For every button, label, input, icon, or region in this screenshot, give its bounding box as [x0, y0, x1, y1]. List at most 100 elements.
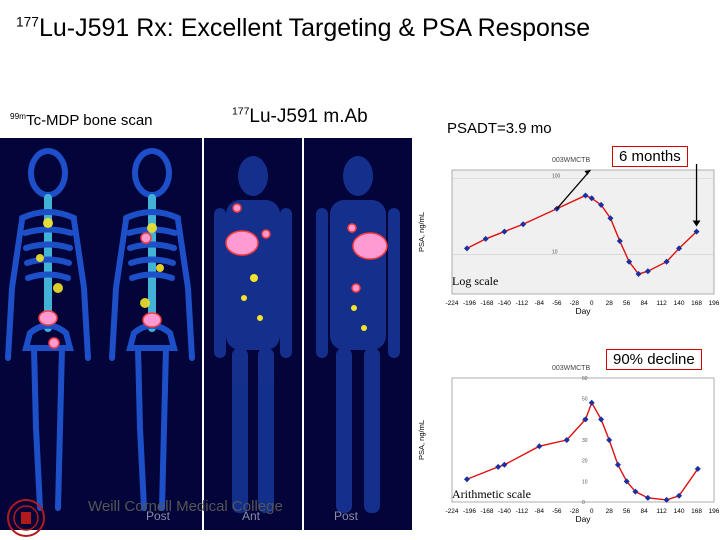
x-tick-label: 112 — [656, 300, 667, 307]
x-tick-label: -140 — [498, 300, 511, 307]
y-tick-label: 0 — [582, 500, 585, 506]
x-tick-label: -196 — [463, 300, 476, 307]
x-tick-label: 140 — [674, 508, 685, 515]
x-tick-label: -84 — [535, 300, 545, 307]
data-point — [463, 476, 470, 483]
x-tick-label: -224 — [445, 508, 458, 515]
x-axis-label: Day — [575, 514, 591, 524]
psa-log-chart-svg: 003WMCTB -224 -196 -168 -140 -112 -84 -56 -28 0 28… — [417, 157, 720, 316]
log-scale-note: Log scale — [452, 274, 499, 288]
trend-arrow — [556, 169, 591, 210]
institution-name: Weill Cornell Medical College — [88, 498, 283, 515]
six-months-arrowhead — [692, 220, 701, 227]
series-line — [466, 401, 699, 501]
data-point — [598, 201, 605, 208]
data-point — [635, 271, 642, 278]
bone-scan-label: Tc-MDP bone scan — [26, 112, 153, 129]
x-tick-label: 84 — [641, 508, 649, 515]
x-tick-label: 28 — [606, 300, 614, 307]
y-tick-label: 60 — [582, 376, 588, 382]
x-tick-label: 84 — [641, 300, 649, 307]
data-point — [482, 235, 489, 242]
x-tick-label: 140 — [674, 300, 685, 307]
chart-plot-area — [451, 169, 715, 295]
data-point — [495, 463, 502, 470]
data-point — [676, 245, 683, 252]
data-point — [616, 238, 623, 245]
x-tick-label: -112 — [516, 508, 529, 515]
data-point — [588, 399, 595, 406]
psadt-label: PSADT=3.9 mo — [447, 120, 552, 137]
trend-arrowhead — [584, 170, 591, 175]
data-point — [607, 215, 614, 222]
title-text: Lu-J591 Rx: Excellent Targeting & PSA Re… — [38, 14, 591, 42]
six-months-callout: 6 months — [612, 146, 688, 167]
x-tick-label: -112 — [516, 300, 529, 307]
decline-callout: 90% decline — [606, 349, 702, 370]
mab-scan-anterior-image — [204, 138, 302, 530]
y-axis-label: PSA, ng/mL — [417, 420, 426, 460]
x-tick-label: 196 — [709, 300, 720, 307]
series-line — [466, 194, 698, 275]
y-axis-label: PSA, ng/mL — [417, 212, 426, 252]
data-point — [614, 461, 621, 468]
chart-plot-area — [451, 377, 715, 503]
slide-title: 177Lu-J591 Rx: Excellent Targeting & PSA… — [16, 14, 590, 43]
mab-posterior-figure — [316, 156, 400, 513]
cornell-seal-icon — [7, 499, 45, 537]
data-point — [520, 221, 527, 228]
data-point — [606, 437, 613, 443]
x-tick-label: -56 — [552, 508, 562, 515]
x-tick-label: -168 — [480, 508, 493, 515]
chart-header: 003WMCTB — [552, 157, 590, 164]
mab-isotope: 177 — [232, 106, 250, 118]
data-point — [463, 245, 470, 252]
mab-scan-posterior-image — [304, 138, 412, 530]
data-point — [626, 258, 633, 265]
arithmetic-scale-note: Arithmetic scale — [452, 487, 531, 501]
mab-anterior-view-label: Ant — [242, 509, 261, 523]
data-point — [582, 192, 589, 199]
x-tick-label: 168 — [691, 300, 702, 307]
chart-header: 003WMCTB — [552, 365, 590, 372]
x-tick-label: 196 — [709, 508, 720, 515]
data-point — [501, 461, 508, 468]
data-point — [676, 492, 683, 499]
x-tick-label: 56 — [623, 300, 631, 307]
mab-label: Lu-J591 m.Ab — [249, 106, 368, 127]
data-point — [644, 268, 651, 275]
psa-arithmetic-chart-svg: 003WMCTB-224 -196 -168 -140 -112 -84 -56 -28 0 28… — [417, 365, 720, 524]
data-point — [693, 228, 700, 235]
data-point — [588, 195, 595, 202]
y-tick-label: 30 — [582, 438, 588, 444]
x-tick-label: 112 — [656, 508, 667, 515]
x-tick-label: 0 — [590, 508, 594, 515]
psa-arithmetic-chart: 003WMCTB -224 -196 -168 -140 -112 -84 -56 -28 0 28… — [412, 350, 720, 540]
y-tick-label: 50 — [582, 397, 588, 403]
data-point — [644, 494, 651, 501]
data-point — [563, 437, 570, 443]
data-point — [598, 416, 605, 423]
bone-scan-isotope: 99m — [10, 112, 27, 121]
bone-scan-image — [0, 138, 202, 530]
y-tick-label: 10 — [582, 479, 588, 485]
psa-log-chart: 003WMCTB -224 -196 -168 -140 -112 -84 -56 -28 0 28… — [412, 142, 720, 332]
x-tick-label: -56 — [552, 300, 562, 307]
x-tick-label: 168 — [691, 508, 702, 515]
x-tick-label: -28 — [570, 300, 580, 307]
x-axis-label: Day — [575, 306, 591, 316]
data-point — [501, 228, 508, 235]
x-tick-label: 56 — [623, 508, 631, 515]
y-tick-label: 20 — [582, 459, 588, 465]
y-tick-label: 100 — [552, 174, 561, 180]
data-point — [582, 416, 589, 423]
y-tick-label: 10 — [552, 249, 558, 255]
skeleton-figures — [5, 148, 195, 511]
title-isotope-superscript: 177 — [16, 14, 39, 30]
x-tick-label: -224 — [445, 300, 458, 307]
mab-anterior-figure — [214, 156, 292, 513]
x-tick-label: 28 — [606, 508, 614, 515]
x-tick-label: -140 — [498, 508, 511, 515]
bone-scan-caption: 99mTc-MDP bone scan — [10, 112, 153, 129]
data-point — [632, 488, 639, 495]
